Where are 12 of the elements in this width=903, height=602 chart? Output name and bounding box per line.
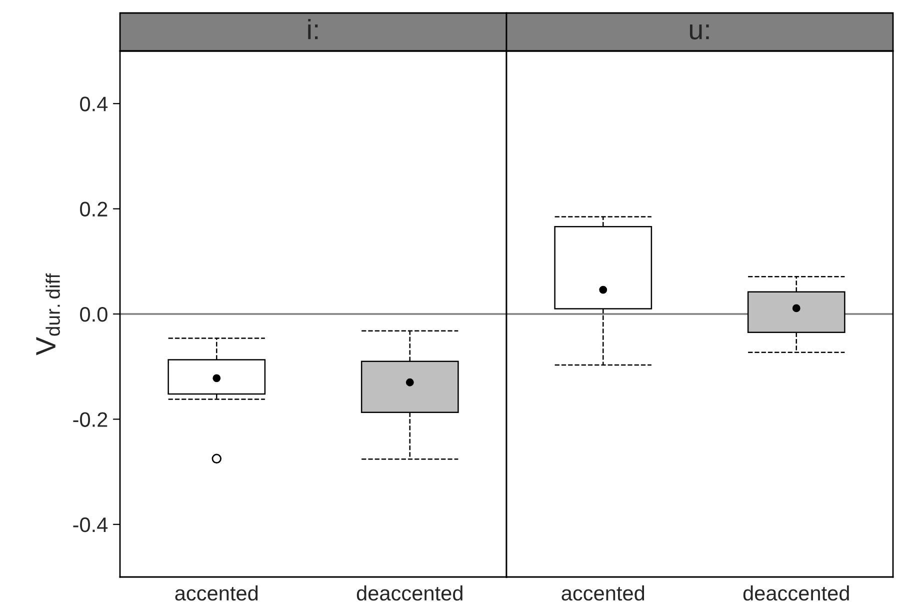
y-axis-title: V$_{dur.diff}$	[36, 273, 60, 356]
y-tick-label: -0.4	[73, 517, 108, 532]
x-tick-label: accented	[175, 585, 258, 601]
y-tick-label: -0.2	[73, 412, 108, 427]
chart-title: u:	[690, 24, 709, 40]
x-tick-label: deaccented	[743, 585, 849, 601]
x-tick-label: accented	[562, 585, 644, 601]
y-tick-label: 0.4	[80, 96, 108, 112]
x-tick-label: deaccented	[356, 585, 462, 601]
chart-title: i:	[308, 19, 318, 40]
y-tick-label: 0.2	[80, 202, 108, 217]
y-tick-label: 0.0	[80, 307, 108, 322]
